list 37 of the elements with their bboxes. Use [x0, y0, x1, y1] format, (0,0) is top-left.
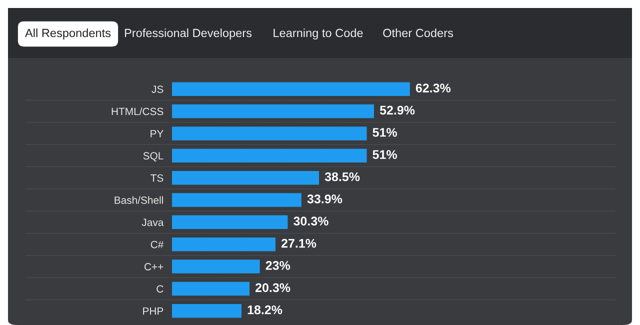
data-label: 62.3%: [416, 84, 451, 92]
bar: [172, 148, 367, 163]
data-label: 30.3%: [294, 216, 328, 226]
data-label: 18.2%: [248, 305, 282, 314]
y-tick-label: Java: [142, 218, 164, 226]
data-label: 38.5%: [324, 172, 360, 182]
data-label: 52.9%: [380, 106, 415, 115]
text: Professional Developers: [124, 28, 252, 40]
y-tick-label: HTML/CSS: [112, 108, 164, 116]
text: Other Coders: [383, 28, 454, 38]
y-tick-label: Bash/Shell: [114, 196, 163, 204]
text: Learning to Code: [274, 28, 363, 40]
data-label: 51%: [372, 128, 397, 137]
bar: [172, 237, 276, 252]
y-tick-label: PY: [150, 130, 164, 138]
y-tick-label: C++: [144, 263, 164, 270]
text: All Respondents: [25, 28, 111, 40]
bar: [172, 260, 260, 274]
y-tick-label: TS: [150, 174, 164, 182]
y-tick-label: SQL: [143, 152, 164, 162]
data-label: 33.9%: [307, 194, 342, 204]
data-label: 27.1%: [281, 238, 316, 248]
y-tick-label: C: [156, 285, 164, 293]
data-label: 23%: [266, 261, 290, 270]
y-tick-label: JS: [152, 86, 164, 93]
y-tick-label: PHP: [143, 308, 164, 315]
bar: [172, 104, 374, 118]
bar: [172, 126, 367, 140]
bar: [172, 193, 302, 207]
y-tick-label: C#: [150, 240, 164, 248]
bar: [172, 215, 288, 230]
bar: [172, 282, 250, 296]
data-label: 20.3%: [256, 283, 290, 292]
bar: [172, 170, 320, 185]
data-label: 51%: [372, 150, 397, 159]
bar: [172, 82, 410, 96]
bar: [172, 304, 242, 318]
